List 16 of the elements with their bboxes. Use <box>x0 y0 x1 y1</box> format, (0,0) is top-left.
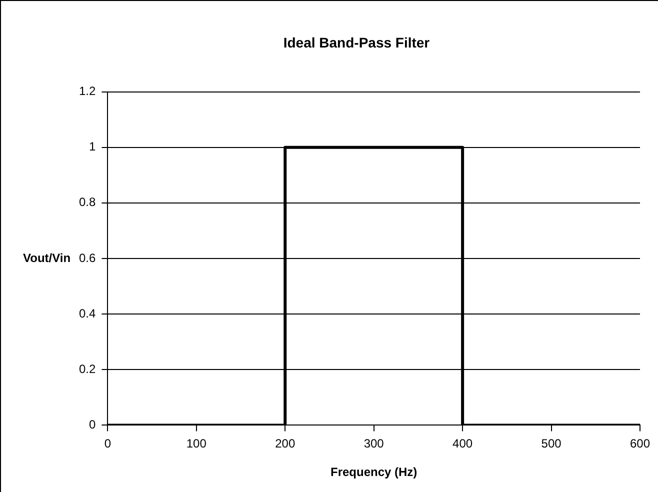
x-tick-label: 600 <box>630 436 650 451</box>
y-axis-title: Vout/Vin <box>23 250 71 265</box>
x-tick-label: 400 <box>452 436 473 451</box>
x-tick-label: 0 <box>104 436 112 451</box>
x-tick-label: 300 <box>364 436 384 451</box>
y-tick-label: 0 <box>88 418 96 432</box>
y-tick-label: 0.2 <box>78 362 96 376</box>
chart-title: Ideal Band-Pass Filter <box>283 34 430 50</box>
y-tick-label: 1 <box>88 140 96 154</box>
y-tick-label: 1.2 <box>78 84 96 98</box>
y-tick-label: 0.6 <box>78 250 96 265</box>
x-tick-label: 100 <box>186 436 207 451</box>
y-tick-label: 0.4 <box>78 306 96 320</box>
x-tick-label: 200 <box>275 436 296 451</box>
x-tick-label: 500 <box>541 436 562 451</box>
y-tick-label: 0.8 <box>78 195 96 210</box>
